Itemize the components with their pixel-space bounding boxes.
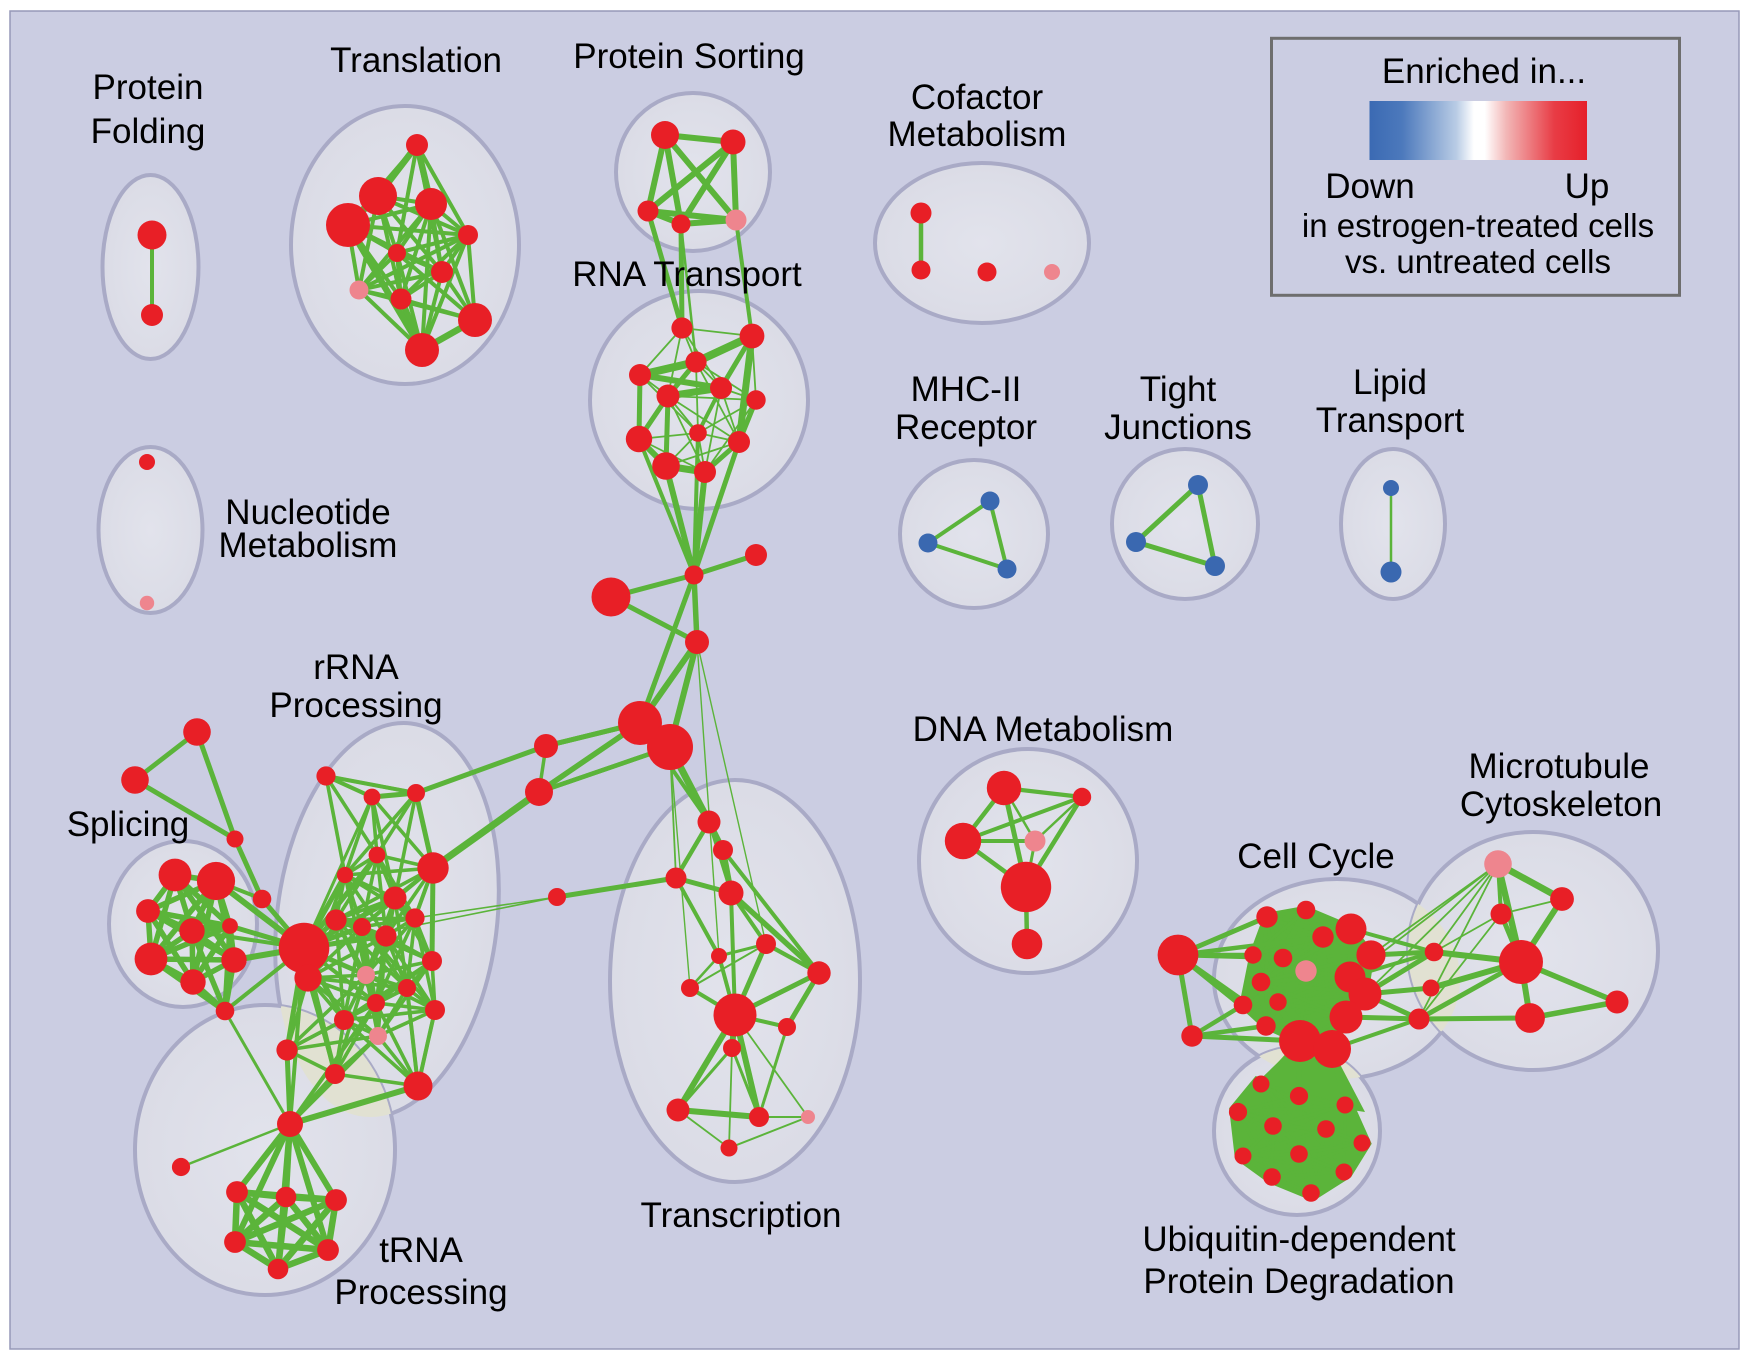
- svg-text:Metabolism: Metabolism: [888, 115, 1067, 154]
- svg-text:Receptor: Receptor: [895, 408, 1037, 447]
- svg-text:Splicing: Splicing: [67, 805, 190, 844]
- svg-text:Cell Cycle: Cell Cycle: [1237, 837, 1395, 876]
- svg-text:Down: Down: [1325, 167, 1414, 206]
- svg-text:Microtubule: Microtubule: [1469, 747, 1650, 786]
- svg-text:Translation: Translation: [330, 41, 502, 80]
- svg-text:tRNA: tRNA: [379, 1231, 463, 1270]
- svg-text:Cytoskeleton: Cytoskeleton: [1460, 785, 1662, 824]
- svg-text:Enriched in...: Enriched in...: [1382, 52, 1586, 91]
- svg-text:rRNA: rRNA: [313, 648, 399, 687]
- svg-text:Folding: Folding: [91, 112, 206, 151]
- svg-text:Junctions: Junctions: [1104, 408, 1252, 447]
- svg-text:Ubiquitin-dependent: Ubiquitin-dependent: [1142, 1220, 1456, 1259]
- svg-text:Protein: Protein: [93, 68, 204, 107]
- svg-text:Nucleotide: Nucleotide: [225, 493, 390, 532]
- svg-text:Protein Degradation: Protein Degradation: [1143, 1262, 1454, 1301]
- svg-text:Processing: Processing: [269, 686, 442, 725]
- svg-text:vs. untreated cells: vs. untreated cells: [1345, 243, 1611, 280]
- svg-text:RNA Transport: RNA Transport: [572, 255, 802, 294]
- svg-text:Protein Sorting: Protein Sorting: [573, 37, 805, 76]
- svg-text:DNA Metabolism: DNA Metabolism: [913, 710, 1174, 749]
- svg-text:MHC-II: MHC-II: [911, 370, 1022, 409]
- svg-text:Cofactor: Cofactor: [911, 78, 1044, 117]
- svg-text:Up: Up: [1565, 167, 1610, 206]
- svg-text:Transport: Transport: [1316, 401, 1465, 440]
- svg-text:Processing: Processing: [334, 1273, 507, 1312]
- svg-text:Metabolism: Metabolism: [219, 526, 398, 565]
- svg-text:Transcription: Transcription: [641, 1196, 842, 1235]
- svg-text:Tight: Tight: [1140, 370, 1217, 409]
- svg-text:Lipid: Lipid: [1353, 363, 1427, 402]
- svg-text:in estrogen-treated cells: in estrogen-treated cells: [1302, 207, 1654, 244]
